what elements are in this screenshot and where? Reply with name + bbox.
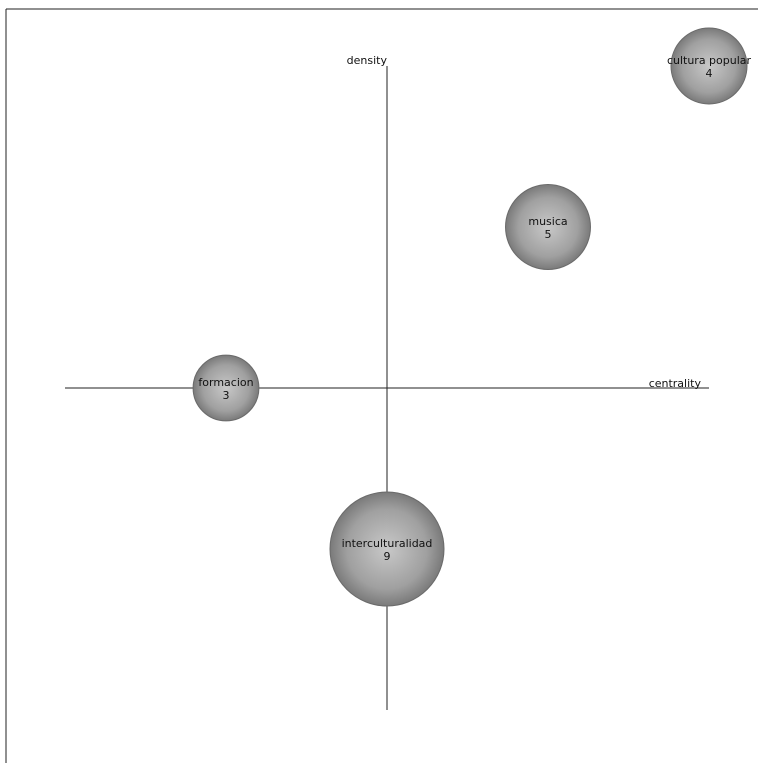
- bubble-circle: [192, 354, 260, 422]
- bubble-value: 3: [223, 389, 230, 402]
- bubble-label: interculturalidad: [342, 537, 433, 550]
- y-axis-label: density: [347, 54, 388, 67]
- bubble-label: formacion: [198, 376, 253, 389]
- bubble-circle: [670, 27, 748, 105]
- bubble-circle: [505, 184, 591, 270]
- bubble-value: 5: [545, 228, 552, 241]
- bubble-value: 9: [384, 550, 391, 563]
- bubble-label: cultura popular: [667, 54, 752, 67]
- bubble-value: 4: [706, 67, 713, 80]
- x-axis-label: centrality: [649, 377, 702, 390]
- bubble-circle: [329, 491, 445, 607]
- bubble-label: musica: [528, 215, 567, 228]
